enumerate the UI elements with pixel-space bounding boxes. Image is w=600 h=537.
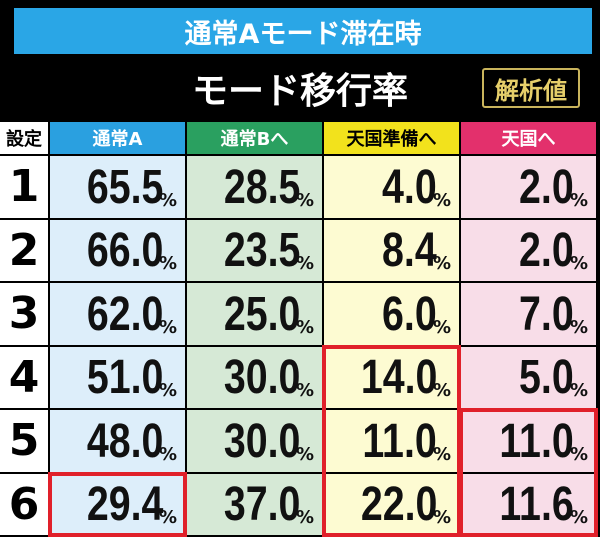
- value: 30.0: [223, 351, 300, 404]
- unit: %: [158, 189, 177, 211]
- title: モード移行率: [191, 71, 408, 112]
- value: 28.5: [223, 160, 300, 214]
- row-label: 6: [0, 473, 48, 535]
- unit: %: [295, 380, 314, 401]
- unit: %: [432, 316, 451, 338]
- column-header: 天国へ: [461, 122, 596, 154]
- unit: %: [295, 253, 314, 274]
- highlight: [459, 408, 598, 537]
- value: 11.6: [499, 478, 574, 531]
- value-cell: 66.0%: [50, 219, 185, 281]
- row-label: 1: [0, 156, 48, 218]
- value: 65.5: [86, 160, 163, 214]
- unit: %: [295, 443, 314, 465]
- column-header: 通常Bへ: [187, 122, 322, 154]
- value-cell: 11.6%: [461, 473, 596, 535]
- unit: %: [158, 253, 177, 274]
- value-cell: 23.5%: [187, 219, 322, 281]
- value-cell: 25.0%: [187, 283, 322, 345]
- unit: %: [569, 380, 588, 401]
- highlight: [322, 344, 461, 537]
- value-cell: 4.0%: [324, 156, 459, 218]
- row-label: 2: [0, 219, 48, 281]
- value: 30.0: [223, 414, 300, 468]
- value: 23.5: [223, 224, 300, 277]
- value-cell: 14.0%: [324, 346, 459, 408]
- value: 2.0: [519, 224, 574, 277]
- banner: 通常Aモード滞在時: [14, 8, 592, 54]
- unit: %: [295, 316, 314, 338]
- value: 22.0: [360, 478, 437, 531]
- unit: %: [158, 380, 177, 401]
- value-cell: 22.0%: [324, 473, 459, 535]
- value: 6.0: [382, 287, 437, 341]
- unit: %: [295, 189, 314, 211]
- unit: %: [432, 443, 451, 465]
- value-cell: 29.4%: [50, 473, 185, 535]
- value-cell: 30.0%: [187, 346, 322, 408]
- highlight: [48, 471, 187, 537]
- value: 4.0: [382, 160, 437, 214]
- unit: %: [432, 380, 451, 401]
- value: 11.0: [362, 414, 437, 468]
- value-cell: 11.0%: [324, 410, 459, 472]
- value: 25.0: [223, 287, 300, 341]
- value-cell: 65.5%: [50, 156, 185, 218]
- value: 66.0: [86, 224, 163, 277]
- unit: %: [569, 189, 588, 211]
- unit: %: [295, 507, 314, 528]
- value-cell: 11.0%: [461, 410, 596, 472]
- value: 7.0: [519, 287, 574, 341]
- value-cell: 62.0%: [50, 283, 185, 345]
- value: 48.0: [86, 414, 163, 468]
- unit: %: [158, 443, 177, 465]
- value: 5.0: [519, 351, 574, 404]
- unit: %: [569, 316, 588, 338]
- value-cell: 7.0%: [461, 283, 596, 345]
- row-label: 3: [0, 283, 48, 345]
- row-label: 5: [0, 410, 48, 472]
- value: 37.0: [223, 478, 300, 531]
- value: 8.4: [382, 224, 437, 277]
- value-cell: 2.0%: [461, 156, 596, 218]
- value: 29.4: [86, 478, 163, 531]
- unit: %: [569, 253, 588, 274]
- value-cell: 6.0%: [324, 283, 459, 345]
- value: 2.0: [519, 160, 574, 214]
- unit: %: [569, 507, 588, 528]
- value: 11.0: [499, 414, 574, 468]
- row-label: 4: [0, 346, 48, 408]
- value-cell: 2.0%: [461, 219, 596, 281]
- unit: %: [432, 507, 451, 528]
- value-cell: 28.5%: [187, 156, 322, 218]
- value-cell: 8.4%: [324, 219, 459, 281]
- value-cell: 5.0%: [461, 346, 596, 408]
- value-cell: 37.0%: [187, 473, 322, 535]
- column-header: 天国準備へ: [324, 122, 459, 154]
- value-cell: 48.0%: [50, 410, 185, 472]
- unit: %: [432, 253, 451, 274]
- unit: %: [432, 189, 451, 211]
- unit: %: [158, 316, 177, 338]
- value: 62.0: [86, 287, 163, 341]
- value: 51.0: [86, 351, 163, 404]
- value: 14.0: [360, 351, 437, 404]
- badge: 解析値: [482, 68, 580, 108]
- value-cell: 51.0%: [50, 346, 185, 408]
- unit: %: [158, 507, 177, 528]
- column-header: 通常A: [50, 122, 185, 154]
- unit: %: [569, 443, 588, 465]
- value-cell: 30.0%: [187, 410, 322, 472]
- corner-cell: 設定: [0, 122, 48, 154]
